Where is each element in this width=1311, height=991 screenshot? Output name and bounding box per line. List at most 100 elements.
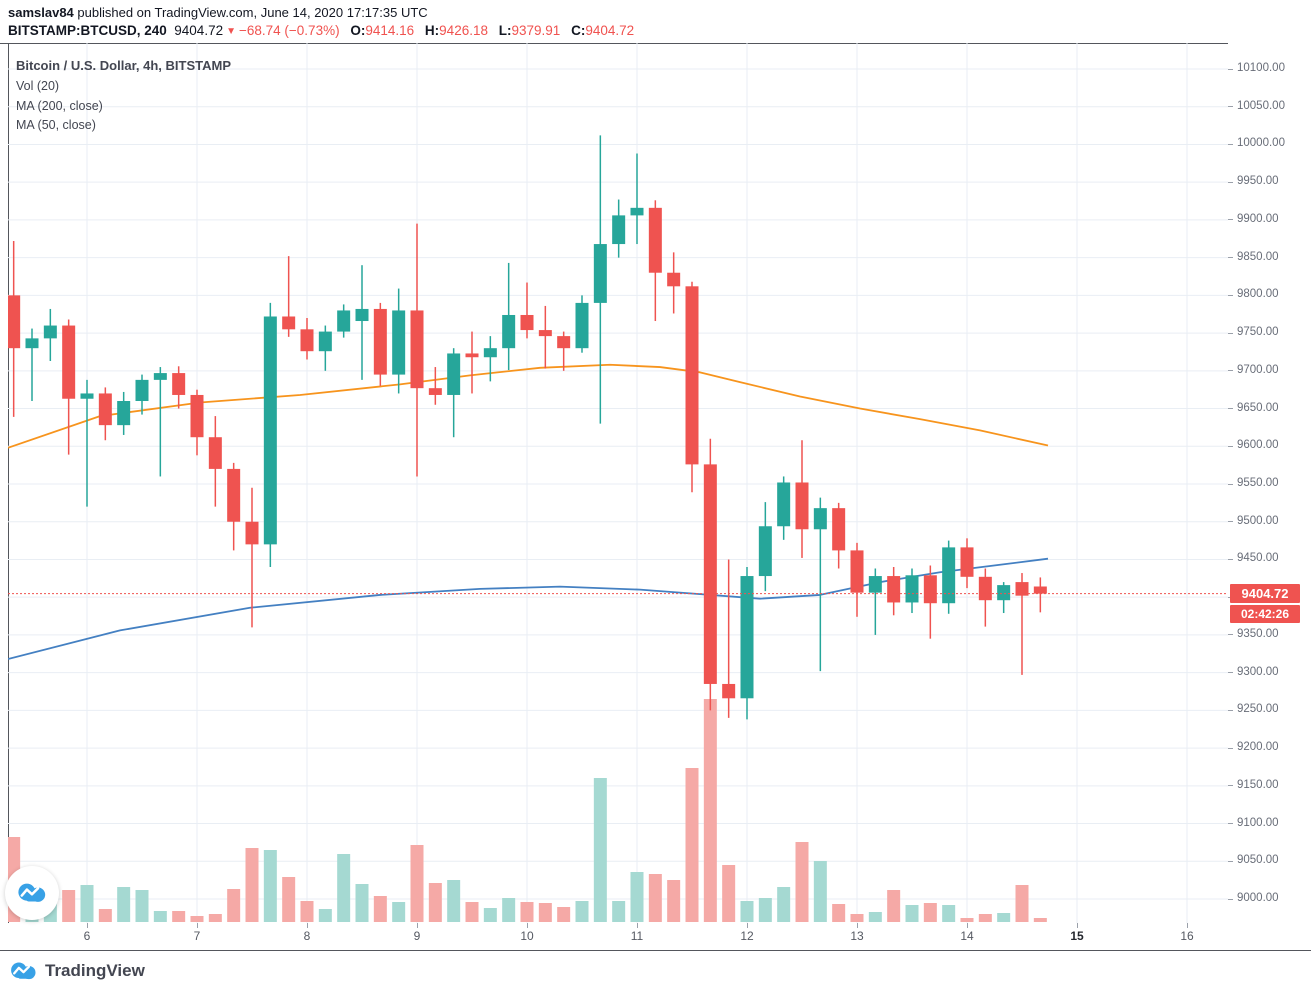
price-tick-label: 10100.00 bbox=[1237, 62, 1285, 74]
chart-pane[interactable] bbox=[7, 43, 1228, 923]
time-tick-mark bbox=[197, 923, 198, 928]
price-axis[interactable]: 10100.00 10050.00 10000.00 9950.00 9900.00 98… bbox=[1228, 43, 1311, 950]
time-tick-label: 10 bbox=[520, 929, 534, 943]
time-tick-label: 16 bbox=[1180, 929, 1194, 943]
legend-ma200-study[interactable]: MA (200, close) bbox=[16, 98, 103, 113]
price-tick-label: 10000.00 bbox=[1237, 137, 1285, 150]
time-tick-mark bbox=[967, 923, 968, 928]
time-tick-label: 12 bbox=[740, 929, 754, 943]
current-price-label: 9404.72 bbox=[1230, 583, 1300, 603]
axis-bottom-border bbox=[0, 950, 1311, 951]
tradingview-wordmark[interactable]: TradingView bbox=[45, 961, 145, 980]
time-tick-label: 14 bbox=[960, 929, 974, 943]
price-tick-label: 9200.00 bbox=[1237, 741, 1279, 754]
time-tick-label: 7 bbox=[193, 929, 201, 943]
time-tick-mark bbox=[307, 923, 308, 928]
time-tick-mark bbox=[1187, 923, 1188, 928]
price-tick-label: 9850.00 bbox=[1237, 250, 1279, 263]
candlestick-chart[interactable] bbox=[7, 43, 1228, 923]
low-label: L: bbox=[498, 23, 512, 38]
price-tick-mark bbox=[1228, 860, 1233, 862]
time-tick-mark bbox=[1077, 923, 1078, 928]
price-tick-label: 9350.00 bbox=[1237, 627, 1279, 640]
time-tick-label: 8 bbox=[303, 929, 311, 943]
open-label: O: bbox=[350, 23, 366, 38]
close-label: C: bbox=[571, 23, 586, 38]
price-tick-mark bbox=[1228, 143, 1233, 145]
price-change: −68.74 (−0.73%) bbox=[239, 23, 340, 38]
price-tick-mark bbox=[1228, 747, 1233, 749]
price-tick-mark bbox=[1228, 785, 1233, 787]
time-tick-label: 6 bbox=[83, 929, 91, 943]
price-tick-label: 9500.00 bbox=[1237, 514, 1279, 527]
price-tick-label: 9800.00 bbox=[1237, 288, 1279, 301]
time-axis[interactable]: 6 7 8 9 10 11 12 13 14 15 16 bbox=[0, 923, 1311, 950]
tradingview-logo-icon[interactable] bbox=[8, 960, 39, 982]
time-tick-label: 9 bbox=[413, 929, 421, 943]
symbol-name: BITSTAMP:BTCUSD, 240 bbox=[8, 23, 167, 38]
tradingview-cloud-icon bbox=[18, 883, 46, 902]
price-tick-label: 9950.00 bbox=[1237, 175, 1279, 188]
close-value: 9404.72 bbox=[585, 23, 635, 38]
chart-legend: Bitcoin / U.S. Dollar, 4h, BITSTAMP Vol … bbox=[16, 58, 231, 138]
price-tick-label: 9900.00 bbox=[1237, 212, 1279, 225]
price-tick-mark bbox=[1228, 898, 1233, 900]
legend-ma50-study[interactable]: MA (50, close) bbox=[16, 118, 96, 132]
tradingview-watermark bbox=[5, 866, 59, 920]
price-tick-mark bbox=[1228, 558, 1233, 560]
high-value: 9426.18 bbox=[439, 23, 488, 38]
price-tick-label: 9100.00 bbox=[1237, 816, 1279, 829]
price-tick-label: 9150.00 bbox=[1237, 778, 1279, 791]
price-tick-mark bbox=[1228, 370, 1233, 372]
time-tick-mark bbox=[857, 923, 858, 928]
bar-countdown-label: 02:42:26 bbox=[1230, 604, 1300, 623]
price-tick-mark bbox=[1228, 106, 1233, 108]
price-tick-mark bbox=[1228, 445, 1233, 447]
price-tick-label: 9050.00 bbox=[1237, 854, 1279, 867]
top-border bbox=[0, 43, 1311, 44]
price-tick-label: 9450.00 bbox=[1237, 552, 1279, 565]
time-tick-mark bbox=[87, 923, 88, 928]
footer-bar: TradingView bbox=[0, 951, 1311, 991]
price-tick-label: 9000.00 bbox=[1237, 892, 1279, 904]
time-tick-mark bbox=[527, 923, 528, 928]
price-tick-mark bbox=[1228, 709, 1233, 711]
price-tick-label: 9750.00 bbox=[1237, 326, 1279, 339]
price-tick-mark bbox=[1228, 634, 1233, 636]
down-triangle-icon: ▼ bbox=[226, 26, 236, 37]
price-tick-mark bbox=[1228, 483, 1233, 485]
publish-byline: samslav84 published on TradingView.com, … bbox=[8, 5, 428, 20]
author-name: samslav84 bbox=[8, 5, 74, 20]
low-value: 9379.91 bbox=[511, 23, 561, 38]
price-tick-label: 9700.00 bbox=[1237, 363, 1279, 376]
price-tick-label: 10050.00 bbox=[1237, 99, 1285, 112]
price-tick-mark bbox=[1228, 219, 1233, 221]
price-tick-label: 9650.00 bbox=[1237, 401, 1279, 414]
high-label: H: bbox=[424, 23, 440, 38]
price-tick-label: 9600.00 bbox=[1237, 439, 1279, 452]
legend-volume-study[interactable]: Vol (20) bbox=[16, 79, 60, 93]
pane-left-border bbox=[8, 43, 9, 950]
price-tick-mark bbox=[1228, 521, 1233, 523]
price-tick-label: 9550.00 bbox=[1237, 477, 1279, 489]
price-tick-label: 9300.00 bbox=[1237, 665, 1279, 678]
price-tick-mark bbox=[1228, 672, 1233, 674]
time-tick-label: 11 bbox=[630, 929, 644, 943]
last-price: 9404.72 bbox=[174, 23, 224, 38]
open-value: 9414.16 bbox=[365, 23, 415, 38]
price-tick-mark bbox=[1228, 257, 1233, 259]
price-tick-mark bbox=[1228, 181, 1233, 183]
price-tick-mark bbox=[1228, 332, 1233, 334]
symbol-status-line: BITSTAMP:BTCUSD, 240 9404.72 ▼ −68.74 (−0.… bbox=[8, 23, 634, 38]
time-tick-label: 15 bbox=[1070, 929, 1084, 943]
time-tick-mark bbox=[747, 923, 748, 928]
price-tick-mark bbox=[1228, 294, 1233, 296]
price-tick-label: 9250.00 bbox=[1237, 703, 1279, 716]
legend-symbol-title[interactable]: Bitcoin / U.S. Dollar, 4h, BITSTAMP bbox=[16, 58, 232, 73]
price-tick-mark bbox=[1228, 823, 1233, 825]
time-tick-label: 13 bbox=[850, 929, 864, 943]
time-tick-mark bbox=[417, 923, 418, 928]
price-tick-mark bbox=[1228, 68, 1233, 70]
price-tick-mark bbox=[1228, 408, 1233, 410]
